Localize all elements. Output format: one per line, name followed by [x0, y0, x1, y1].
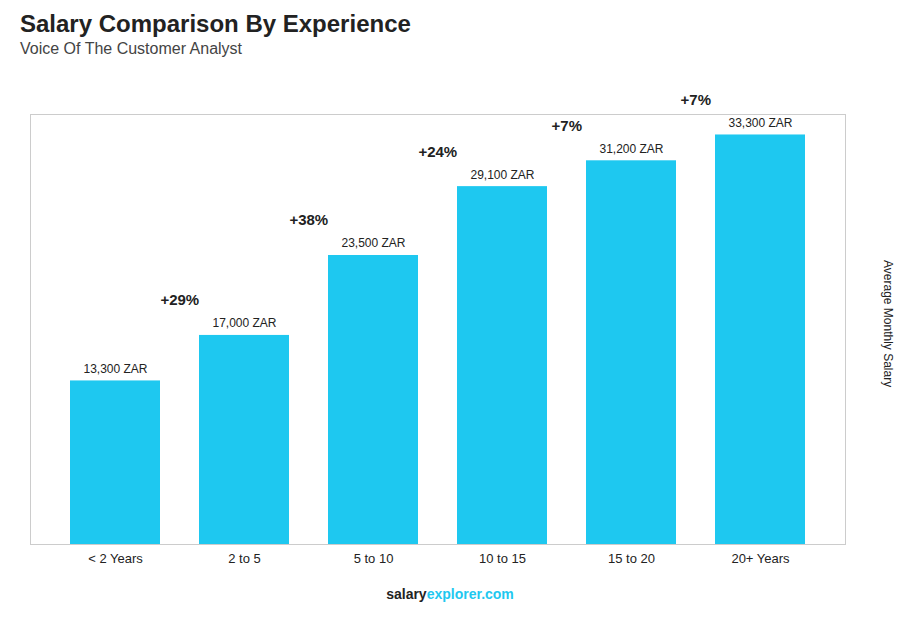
html-text:salary explorer.com: salary explorer.com [386, 586, 514, 602]
svg-text:23,500 ZAR: 23,500 ZAR [341, 236, 405, 250]
svg-text:17,000 ZAR: 17,000 ZAR [212, 316, 276, 330]
svg-text:33,300 ZAR: 33,300 ZAR [728, 116, 792, 130]
svg-text:+24%: +24% [418, 143, 457, 160]
svg-text:10 to 15: 10 to 15 [479, 551, 526, 566]
svg-text:+7%: +7% [552, 117, 582, 134]
svg-text:+38%: +38% [289, 211, 328, 228]
html-text:Average Monthly Salary: Average Monthly Salary [881, 260, 895, 388]
svg-text:+7%: +7% [681, 91, 711, 108]
html-text:Voice Of The Customer Analyst: Voice Of The Customer Analyst [20, 40, 242, 57]
html-text:Salary Comparison By Experienc: Salary Comparison By Experience [20, 10, 411, 37]
svg-text:+29%: +29% [160, 291, 199, 308]
svg-text:29,100 ZAR: 29,100 ZAR [470, 168, 534, 182]
svg-text:13,300 ZAR: 13,300 ZAR [83, 362, 147, 376]
svg-text:< 2 Years: < 2 Years [88, 551, 143, 566]
svg-text:5 to 10: 5 to 10 [354, 551, 394, 566]
svg-text:20+ Years: 20+ Years [731, 551, 790, 566]
svg-text:2 to 5: 2 to 5 [228, 551, 261, 566]
svg-text:31,200 ZAR: 31,200 ZAR [599, 142, 663, 156]
svg-text:15 to 20: 15 to 20 [608, 551, 655, 566]
